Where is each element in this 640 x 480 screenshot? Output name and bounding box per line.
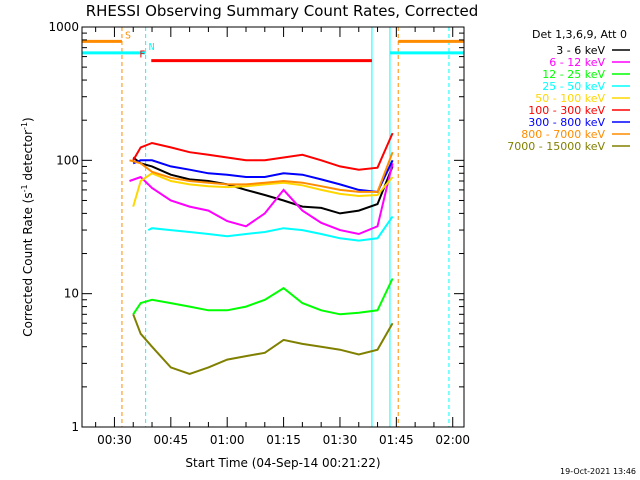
legend-label-5: 100 - 300 keV <box>528 104 605 117</box>
legend-title: Det 1,3,6,9, Att 0 <box>532 28 627 41</box>
legend-label-3: 25 - 50 keV <box>542 80 605 93</box>
x-tick-label-2: 01:00 <box>210 433 245 447</box>
y-tick-label-3: 1000 <box>48 20 79 34</box>
y-axis-label-part2: detector <box>21 130 35 185</box>
footer-date: 19-Oct-2021 13:46 <box>560 467 636 476</box>
x-axis-label: Start Time (04-Sep-14 00:21:22) <box>185 456 380 470</box>
y-tick-label-0: 1 <box>71 420 79 434</box>
x-tick-label-0: 00:30 <box>97 433 132 447</box>
series-line-8 <box>132 313 394 375</box>
x-tick-label-6: 02:00 <box>435 433 470 447</box>
x-tick-label-1: 00:45 <box>154 433 189 447</box>
plot-area: S NF <box>82 27 464 427</box>
series-line-2 <box>132 278 394 316</box>
series-line-3 <box>147 215 394 242</box>
x-tick-label-4: 01:30 <box>323 433 358 447</box>
legend-label-1: 6 - 12 keV <box>549 56 605 69</box>
legend-label-2: 12 - 25 keV <box>542 68 605 81</box>
series-line-0 <box>132 156 394 215</box>
legend-label-0: 3 - 6 keV <box>556 44 605 57</box>
series-line-1 <box>129 163 394 236</box>
y-axis-label: Corrected Count Rate (s-1 detector-1) <box>20 117 35 336</box>
x-axis-ticks: 00:30 00:45 01:00 01:15 01:30 01:45 02:00 <box>95 27 470 447</box>
legend-label-6: 300 - 800 keV <box>528 116 605 129</box>
flag-label-s: S <box>125 30 131 41</box>
chart-title: RHESSI Observing Summary Count Rates, Co… <box>86 2 479 20</box>
y-tick-label-2: 100 <box>56 153 79 167</box>
series-line-7 <box>129 151 394 193</box>
legend-label-8: 7000 - 15000 keV <box>507 140 605 153</box>
legend-label-7: 800 - 7000 keV <box>521 128 605 141</box>
series-line-6 <box>132 159 394 193</box>
series-line-4 <box>132 172 394 207</box>
y-axis-label-part1: Corrected Count Rate (s <box>21 192 35 336</box>
x-tick-label-5: 01:45 <box>379 433 414 447</box>
y-axis-ticks: 1 10 100 1000 <box>48 20 464 434</box>
legend-label-4: 50 - 100 keV <box>535 92 605 105</box>
series-line-5 <box>132 132 394 171</box>
y-axis-label-sup2: -1 <box>20 122 29 130</box>
flag-label-n: N <box>149 42 155 53</box>
y-tick-label-1: 10 <box>64 287 79 301</box>
plot-frame <box>81 26 465 428</box>
x-tick-label-3: 01:15 <box>266 433 301 447</box>
flag-label-f: F <box>139 50 145 61</box>
y-axis-label-sup1: -1 <box>20 184 29 192</box>
y-axis-label-part3: ) <box>21 117 35 122</box>
